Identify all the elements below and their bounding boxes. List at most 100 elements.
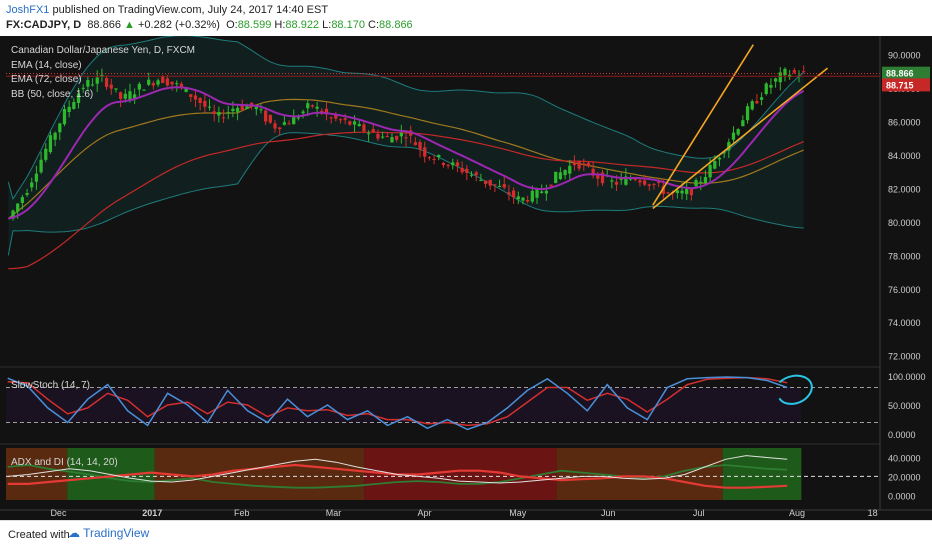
price-tick-label: 76.0000 <box>888 285 921 295</box>
candle-body <box>582 163 586 165</box>
author-link[interactable]: JoshFX1 <box>6 4 50 16</box>
candle-body <box>708 164 712 178</box>
candle-body <box>610 180 614 182</box>
candle-body <box>81 87 85 89</box>
adx-tick-label: 0.0000 <box>888 491 916 501</box>
symbol[interactable]: FX:CADJPY, D <box>6 19 82 31</box>
candle-body <box>207 106 212 108</box>
ema-price-tag: 88.715 <box>886 80 914 90</box>
candle-body <box>783 68 787 76</box>
candle-body <box>371 129 375 133</box>
adx-regime-bear <box>6 448 68 500</box>
candle-body <box>226 112 230 114</box>
candle-body <box>689 188 694 196</box>
candle-body <box>647 184 651 186</box>
candle-body <box>189 94 193 97</box>
bb-lower-band <box>7 132 804 256</box>
candle-body <box>133 94 137 99</box>
candle-body <box>479 180 483 182</box>
bb-basis <box>7 98 804 220</box>
stoch-legend[interactable]: SlowStoch (14, 7) <box>11 380 90 391</box>
candle-body <box>549 184 553 187</box>
candle-body <box>418 142 422 150</box>
candle-body <box>717 157 722 160</box>
candle-body <box>586 162 591 167</box>
candle-body <box>221 117 226 119</box>
price-tick-label: 90.0000 <box>888 51 921 61</box>
candle-body <box>633 178 637 180</box>
candle-body <box>764 83 768 94</box>
open-value: 88.599 <box>237 19 272 31</box>
candle-body <box>451 162 455 166</box>
candle-body <box>773 78 778 82</box>
channel-lower-line <box>652 67 829 210</box>
candle-body <box>502 184 506 188</box>
candle-body <box>296 117 301 119</box>
candle-body <box>427 157 432 159</box>
candle-body <box>521 197 525 201</box>
candle-body <box>666 192 670 194</box>
candle-body <box>217 111 221 116</box>
adx-legend[interactable]: ADX and DI (14, 14, 20) <box>11 457 118 468</box>
candle-body <box>16 203 20 212</box>
candle-body <box>259 109 263 111</box>
channel-upper-line <box>652 44 754 206</box>
candle-body <box>203 100 207 107</box>
time-tick-label: Apr <box>418 508 432 518</box>
candle-body <box>343 118 347 120</box>
candle-body <box>11 210 15 219</box>
up-arrow-icon: ▲ <box>124 19 135 31</box>
legend-ema14[interactable]: EMA (14, close) <box>11 60 82 71</box>
candle-body <box>352 121 357 125</box>
candle-body <box>568 165 572 174</box>
candle-body <box>413 142 418 146</box>
candle-body <box>292 116 296 125</box>
legend-bb[interactable]: BB (50, close, 1.6) <box>11 89 93 100</box>
price-tick-label: 72.0000 <box>888 352 921 362</box>
candle-body <box>736 129 740 135</box>
change: +0.282 (+0.32%) <box>137 19 220 31</box>
candle-body <box>310 105 315 107</box>
candle-body <box>577 161 581 169</box>
candle-body <box>563 169 567 176</box>
candle-body <box>441 162 446 166</box>
created-with: Created with <box>8 529 70 541</box>
candle-body <box>86 80 90 87</box>
candle-body <box>20 197 25 203</box>
candle-body <box>161 76 165 84</box>
candle-body <box>306 103 310 109</box>
candle-body <box>591 168 595 176</box>
candle-body <box>488 179 492 186</box>
candle-body <box>245 106 249 110</box>
high-value: 88.922 <box>285 19 320 31</box>
candle-body <box>731 132 736 140</box>
candle-body <box>642 180 647 185</box>
publish-line: JoshFX1 published on TradingView.com, Ju… <box>6 4 328 16</box>
time-tick-label: Feb <box>234 508 250 518</box>
candle-body <box>212 111 216 114</box>
candle-body <box>34 173 39 182</box>
adx-tick-label: 40.0000 <box>888 453 921 463</box>
candle-body <box>147 79 151 85</box>
legend-ema72[interactable]: EMA (72, close) <box>11 74 82 85</box>
stoch-tick-label: 100.0000 <box>888 372 926 382</box>
footer: Created with ☁ TradingView <box>0 520 932 551</box>
candle-body <box>104 78 109 87</box>
candle-body <box>348 121 352 125</box>
candle-body <box>324 108 329 115</box>
published-text: published on TradingView.com, July 24, 2… <box>52 4 329 16</box>
candle-body <box>90 84 95 86</box>
price-tick-label: 78.0000 <box>888 251 921 261</box>
candle-body <box>675 190 679 194</box>
candle-body <box>118 92 123 99</box>
candle-body <box>114 88 118 90</box>
tradingview-logo-icon[interactable]: ☁ TradingView <box>68 526 150 540</box>
chart-canvas[interactable]: 90.000088.000086.000084.000082.000080.00… <box>0 36 932 520</box>
time-tick-label: Dec <box>50 508 67 518</box>
price-tick-label: 86.0000 <box>888 118 921 128</box>
candle-body <box>703 177 708 183</box>
candle-body <box>437 155 441 158</box>
candle-body <box>25 193 29 195</box>
stoch-tick-label: 0.0000 <box>888 430 916 440</box>
candle-body <box>235 107 240 112</box>
